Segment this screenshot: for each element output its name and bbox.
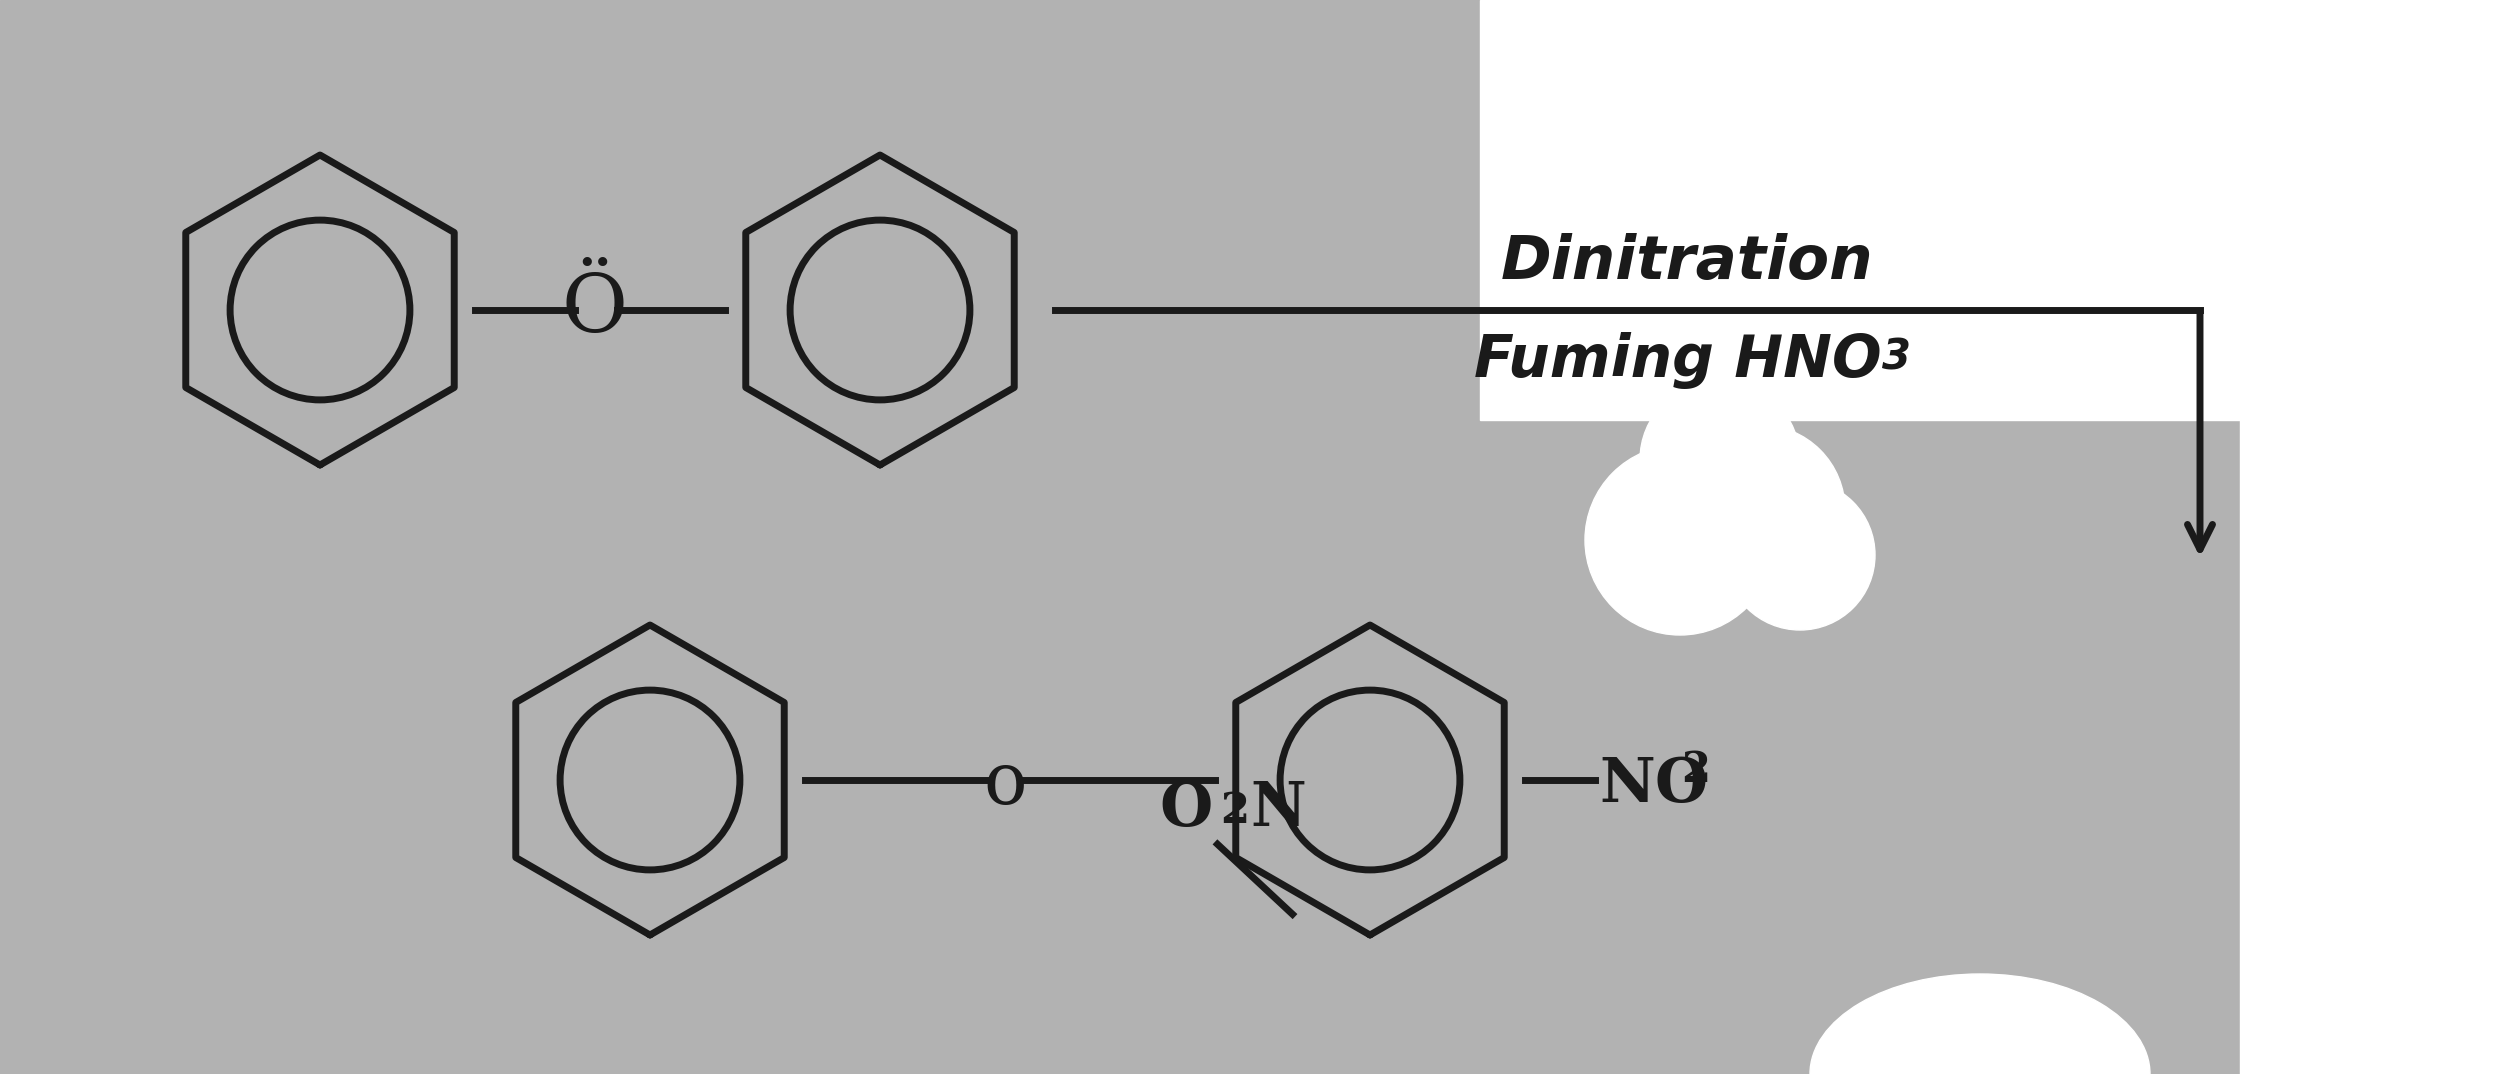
Text: N: N	[1250, 780, 1307, 839]
Text: O: O	[1160, 780, 1213, 839]
Text: Dinitration: Dinitration	[1502, 233, 1874, 292]
Text: o: o	[983, 749, 1028, 819]
Text: Fuming HNO: Fuming HNO	[1475, 332, 1881, 389]
Text: 3: 3	[1884, 336, 1911, 378]
Bar	[1480, 0, 2495, 420]
Bar	[2241, 0, 2495, 1074]
Circle shape	[1674, 425, 1844, 595]
Text: Ö: Ö	[561, 271, 629, 349]
Circle shape	[1584, 445, 1774, 635]
Text: 2: 2	[1220, 790, 1250, 832]
Circle shape	[1724, 480, 1876, 630]
Text: 2: 2	[1682, 749, 1709, 790]
Circle shape	[1639, 380, 1799, 540]
Text: NO: NO	[1599, 755, 1709, 815]
Ellipse shape	[1809, 974, 2151, 1074]
